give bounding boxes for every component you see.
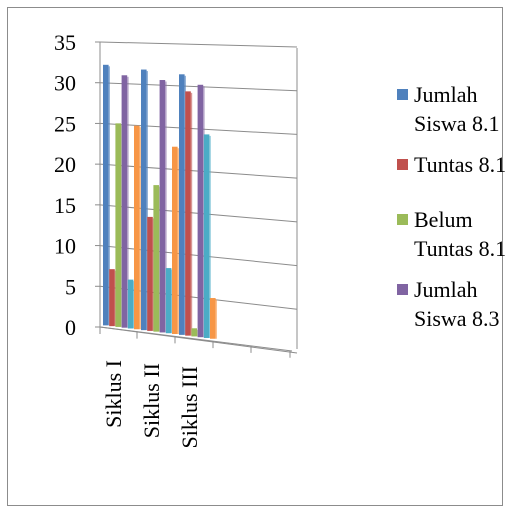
legend: Jumlah Siswa 8.1 Tuntas 8.1 Belum Tuntas… [395,80,507,345]
bar-side [190,92,193,336]
bar [121,75,128,328]
bar [159,80,166,333]
bar [197,84,204,338]
bar-side [127,76,129,328]
legend-swatch [397,214,408,225]
legend-label: Tuntas 8.1 [414,152,507,177]
bar [203,134,210,338]
bar [134,125,140,330]
x-tick-label: Siklus III [177,366,202,449]
y-tick-label: 30 [54,71,76,96]
bar [115,123,121,327]
bar [210,298,216,339]
x-tick-label: Siklus II [139,363,164,438]
bar-side [209,135,211,338]
bar-side [215,299,217,339]
y-tick-label: 35 [54,30,76,55]
bar [165,268,172,334]
x-axis-line [99,326,293,352]
bar-side [165,81,167,333]
legend-item: Jumlah Siswa 8.1 [395,80,507,138]
bars [103,64,217,339]
bar [109,269,115,327]
bar-side [108,66,110,326]
legend-swatch [397,284,408,295]
bar [172,146,178,334]
legend-label: Belum Tuntas 8.1 [414,207,507,261]
bar [127,279,134,329]
legend-swatch [397,89,408,100]
legend-label: Jumlah Siswa 8.3 [414,277,500,331]
legend-item: Jumlah Siswa 8.3 [395,275,507,333]
legend-item: Belum Tuntas 8.1 [395,205,507,263]
bar [147,216,153,331]
y-axis-tick-labels: 0 5 10 15 20 25 30 35 [54,30,76,340]
x-tick-label: Siklus I [101,360,126,428]
bar [141,69,147,331]
bar [191,328,197,337]
bar-side [177,148,179,334]
y-tick-label: 5 [65,274,76,299]
bar [103,64,109,326]
y-tick-label: 0 [65,315,76,340]
axes [95,41,298,358]
x-axis-tick-labels: Siklus I Siklus II Siklus III [101,360,202,449]
legend-swatch [397,159,408,170]
bar [185,91,191,336]
bar [179,74,185,335]
bar [153,185,159,332]
gridline [99,41,298,48]
chart-frame [7,7,503,506]
legend-label: Jumlah Siswa 8.1 [414,82,500,136]
y-tick-label: 20 [54,152,76,177]
y-tick-label: 15 [54,193,76,218]
legend-item: Tuntas 8.1 [395,150,507,179]
bar-side [139,127,141,330]
bar-side [146,71,148,331]
y-tick-label: 25 [54,111,76,136]
y-tick-label: 10 [54,234,76,259]
